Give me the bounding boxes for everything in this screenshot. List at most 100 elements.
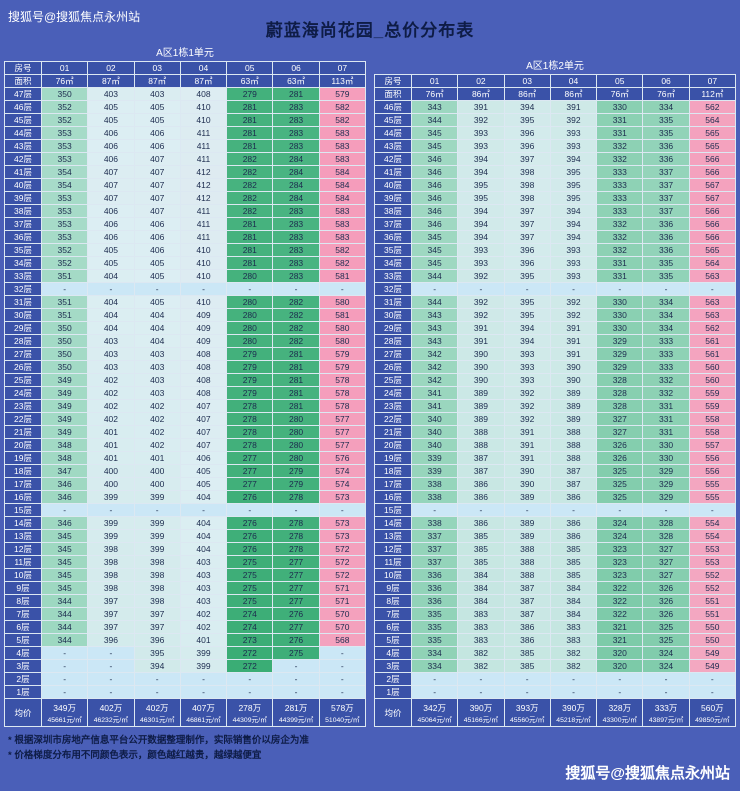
price-cell: 332 xyxy=(597,244,643,256)
price-cell: 323 xyxy=(597,543,643,555)
floor-label: 3层 xyxy=(375,660,411,672)
price-cell: 556 xyxy=(689,452,735,464)
price-cell: 393 xyxy=(458,140,504,152)
floor-label: 25层 xyxy=(375,374,411,386)
price-cell: 350 xyxy=(42,361,88,373)
price-cell: 322 xyxy=(597,608,643,620)
price-cell: 388 xyxy=(504,556,550,568)
price-cell: 407 xyxy=(180,400,227,412)
price-cell: 395 xyxy=(504,309,550,321)
price-cell: 283 xyxy=(273,257,319,269)
price-cell: 329 xyxy=(597,361,643,373)
price-cell: 393 xyxy=(550,244,597,256)
floor-label: 30层 xyxy=(375,309,411,321)
price-cell: 560 xyxy=(689,374,735,386)
floor-label: 28层 xyxy=(5,335,41,347)
price-cell: 406 xyxy=(134,140,180,152)
price-cell: 281 xyxy=(273,374,319,386)
price-cell: 275 xyxy=(227,582,273,594)
price-cell: 384 xyxy=(550,582,597,594)
floor-label: 11层 xyxy=(5,556,41,568)
price-cell: 282 xyxy=(227,153,273,165)
price-cell: 331 xyxy=(643,426,689,438)
floor-label: 39层 xyxy=(5,192,41,204)
price-cell: 391 xyxy=(504,426,550,438)
price-cell: 551 xyxy=(689,608,735,620)
area-header: 63㎡ xyxy=(227,75,273,87)
price-cell: 579 xyxy=(319,361,365,373)
price-cell: 389 xyxy=(504,491,550,503)
price-cell: 582 xyxy=(319,244,365,256)
price-cell: 553 xyxy=(689,543,735,555)
price-cell: 344 xyxy=(42,608,88,620)
price-cell: 278 xyxy=(273,491,319,503)
avg-label: 均价 xyxy=(375,699,411,726)
price-cell: 327 xyxy=(643,569,689,581)
price-cell: 408 xyxy=(180,361,227,373)
price-grid: 房号 01 02 03 04 05 06 07 面积 76㎡ 86㎡ 86㎡ 86㎡ 76㎡ 76㎡ 112㎡… xyxy=(374,74,736,727)
price-cell: - xyxy=(273,283,319,295)
floor-label: 4层 xyxy=(375,647,411,659)
price-cell: 332 xyxy=(643,387,689,399)
floor-label: 46层 xyxy=(375,101,411,113)
price-cell: 345 xyxy=(412,231,458,243)
price-cell: 333 xyxy=(643,335,689,347)
avg-cell: 342万 45064元/㎡ xyxy=(412,699,458,726)
price-cell: 554 xyxy=(689,530,735,542)
floor-label: 39层 xyxy=(375,192,411,204)
floor-label: 26层 xyxy=(5,361,41,373)
price-cell: 280 xyxy=(273,452,319,464)
price-cell: 335 xyxy=(412,634,458,646)
price-cell: - xyxy=(134,504,180,516)
price-cell: 280 xyxy=(227,335,273,347)
floor-label: 31层 xyxy=(375,296,411,308)
price-cell: 338 xyxy=(412,491,458,503)
price-cell: 561 xyxy=(689,335,735,347)
floor-label: 25层 xyxy=(5,374,41,386)
room-number-header: 04 xyxy=(550,75,597,87)
price-cell: 412 xyxy=(180,166,227,178)
area-header: 76㎡ xyxy=(597,88,643,100)
unit-title: A区1栋2单元 xyxy=(526,61,584,72)
price-cell: 404 xyxy=(134,335,180,347)
floor-label: 7层 xyxy=(375,608,411,620)
price-cell: 407 xyxy=(180,439,227,451)
price-cell: 353 xyxy=(42,218,88,230)
price-cell: 276 xyxy=(227,530,273,542)
price-cell: 407 xyxy=(134,192,180,204)
price-cell: 386 xyxy=(550,491,597,503)
price-cell: 276 xyxy=(227,517,273,529)
floor-label: 27层 xyxy=(375,348,411,360)
price-cell: 330 xyxy=(597,309,643,321)
floor-label: 43层 xyxy=(375,140,411,152)
price-cell: 335 xyxy=(643,127,689,139)
room-number-header: 01 xyxy=(412,75,458,87)
price-cell: 335 xyxy=(412,608,458,620)
price-cell: 403 xyxy=(134,348,180,360)
price-cell: 386 xyxy=(504,621,550,633)
area-header: 76㎡ xyxy=(42,75,88,87)
price-cell: 384 xyxy=(550,608,597,620)
price-cell: 391 xyxy=(504,439,550,451)
price-cell: - xyxy=(319,686,365,698)
price-cell: 281 xyxy=(273,387,319,399)
floor-label: 9层 xyxy=(5,582,41,594)
price-cell: 277 xyxy=(227,452,273,464)
price-cell: 348 xyxy=(42,439,88,451)
price-cell: 402 xyxy=(88,387,134,399)
price-cell: 398 xyxy=(134,582,180,594)
price-cell: - xyxy=(458,686,504,698)
price-cell: 407 xyxy=(88,192,134,204)
price-cell: 389 xyxy=(550,387,597,399)
price-cell: 396 xyxy=(504,244,550,256)
avg-cell: 349万 45661元/㎡ xyxy=(42,699,88,726)
price-cell: 336 xyxy=(643,244,689,256)
price-cell: 334 xyxy=(412,660,458,672)
price-cell: 402 xyxy=(134,413,180,425)
price-cell: 551 xyxy=(689,595,735,607)
price-cell: 277 xyxy=(273,595,319,607)
watermark-top: 搜狐号@搜狐焦点永州站 xyxy=(8,10,141,24)
price-cell: 403 xyxy=(180,569,227,581)
area-header: 63㎡ xyxy=(273,75,319,87)
price-cell: 405 xyxy=(88,257,134,269)
